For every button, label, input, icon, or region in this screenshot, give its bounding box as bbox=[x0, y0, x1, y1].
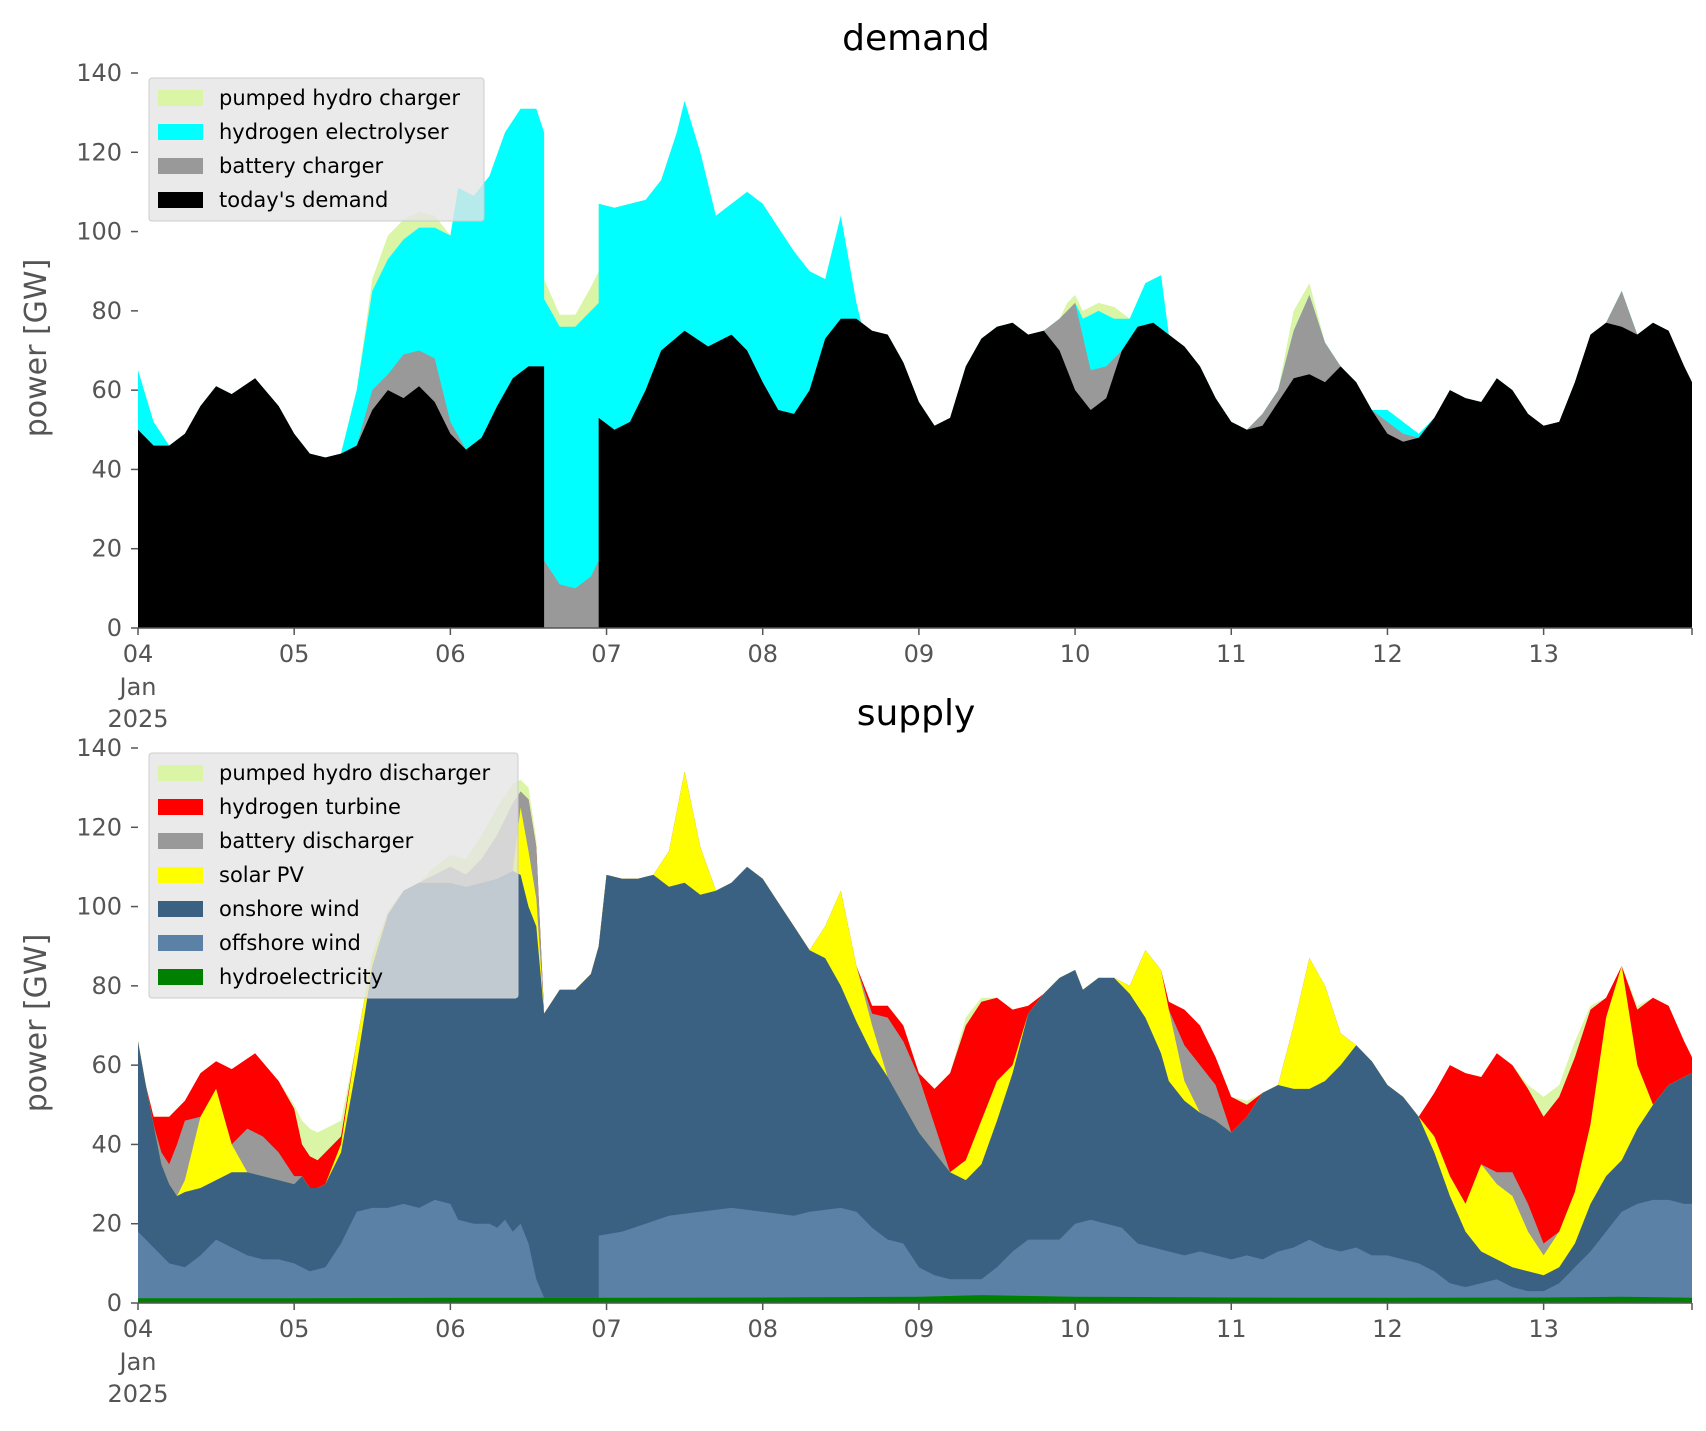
x-tick-month-label: Jan bbox=[118, 1348, 157, 1376]
x-tick-label: 05 bbox=[279, 1315, 310, 1343]
legend-item-hydrogen-electrolyser: hydrogen electrolyser bbox=[158, 120, 449, 144]
legend-item-battery-discharger: battery discharger bbox=[158, 829, 414, 853]
legend-item-onshore-wind: onshore wind bbox=[158, 897, 360, 921]
y-tick-label: 40 bbox=[91, 1130, 122, 1158]
y-tick-label: 0 bbox=[107, 614, 122, 642]
legend-item-hydroelectricity: hydroelectricity bbox=[158, 965, 383, 989]
x-tick-label: 13 bbox=[1528, 1315, 1559, 1343]
legend-label: pumped hydro discharger bbox=[219, 761, 490, 785]
legend-item-pumped-hydro-charger: pumped hydro charger bbox=[158, 86, 460, 110]
demand-chart: demand power [GW] 04 Jan 2025 05 06 07 08 09 10 1… bbox=[19, 18, 1693, 733]
legend-swatch bbox=[158, 124, 203, 140]
x-tick-label: 07 bbox=[591, 1315, 622, 1343]
legend-box bbox=[148, 752, 519, 999]
x-tick-label: 12 bbox=[1372, 1315, 1403, 1343]
axes: 04 Jan 2025 05 06 07 08 09 10 11 12 13 0 20 40 60 80 100 1… bbox=[76, 59, 1693, 733]
y-tick-label: 0 bbox=[107, 1289, 122, 1317]
legend-swatch bbox=[158, 901, 203, 917]
legend-item-battery-charger: battery charger bbox=[158, 154, 384, 178]
y-tick-label: 120 bbox=[76, 813, 122, 841]
x-tick-label: 04 bbox=[123, 1315, 154, 1343]
x-tick-year-label: 2025 bbox=[107, 705, 168, 733]
supply-chart: supply power [GW] 04 Jan 2025 05 06 07 08 09 10 1… bbox=[19, 693, 1693, 1408]
legend: pumped hydro discharger hydrogen turbine b… bbox=[148, 752, 519, 999]
x-tick-year-label: 2025 bbox=[107, 1380, 168, 1408]
chart-title: demand bbox=[842, 18, 990, 59]
area-offshore-wind bbox=[138, 1199, 1692, 1303]
legend-swatch bbox=[158, 192, 203, 208]
y-tick-label: 140 bbox=[76, 734, 122, 762]
x-tick-label: 10 bbox=[1060, 640, 1091, 668]
y-tick-label: 100 bbox=[76, 218, 122, 246]
legend-item-offshore-wind: offshore wind bbox=[158, 931, 361, 955]
legend-swatch bbox=[158, 935, 203, 951]
y-tick-label: 20 bbox=[91, 535, 122, 563]
x-tick-label: 11 bbox=[1216, 640, 1247, 668]
legend-swatch bbox=[158, 765, 203, 781]
legend-label: offshore wind bbox=[219, 931, 361, 955]
x-tick-label: 13 bbox=[1528, 640, 1559, 668]
legend-swatch bbox=[158, 158, 203, 174]
legend-label: onshore wind bbox=[219, 897, 360, 921]
x-tick-label: 08 bbox=[747, 640, 778, 668]
legend-swatch bbox=[158, 833, 203, 849]
y-tick-label: 60 bbox=[91, 376, 122, 404]
x-tick-label: 08 bbox=[747, 1315, 778, 1343]
legend-box bbox=[148, 77, 485, 222]
legend-swatch bbox=[158, 969, 203, 985]
legend-label: hydrogen electrolyser bbox=[219, 120, 449, 144]
legend-swatch bbox=[158, 867, 203, 883]
y-tick-label: 40 bbox=[91, 455, 122, 483]
area-series bbox=[138, 100, 1692, 629]
legend-swatch bbox=[158, 799, 203, 815]
x-tick-label: 05 bbox=[279, 640, 310, 668]
x-tick-label: 11 bbox=[1216, 1315, 1247, 1343]
y-tick-label: 80 bbox=[91, 297, 122, 325]
area-hydroelectricity bbox=[138, 1295, 1692, 1303]
axes: 04 Jan 2025 05 06 07 08 09 10 11 12 13 0 20 40 60 80 100 1… bbox=[76, 734, 1693, 1408]
y-axis-label: power [GW] bbox=[19, 259, 54, 438]
x-tick-month-label: Jan bbox=[118, 673, 157, 701]
x-tick-label: 12 bbox=[1372, 640, 1403, 668]
legend-label: battery charger bbox=[219, 154, 384, 178]
legend-label: hydroelectricity bbox=[219, 965, 383, 989]
y-axis-label: power [GW] bbox=[19, 934, 54, 1113]
legend-item-solar-pv: solar PV bbox=[158, 863, 304, 887]
x-tick-label: 06 bbox=[435, 1315, 466, 1343]
x-tick-label: 04 bbox=[123, 640, 154, 668]
legend-label: battery discharger bbox=[219, 829, 414, 853]
legend-item-pumped-hydro-discharger: pumped hydro discharger bbox=[158, 761, 490, 785]
y-tick-label: 100 bbox=[76, 893, 122, 921]
legend-label: hydrogen turbine bbox=[219, 795, 401, 819]
legend-label: today's demand bbox=[219, 188, 388, 212]
x-tick-label: 06 bbox=[435, 640, 466, 668]
area-series bbox=[138, 771, 1692, 1303]
x-tick-label: 09 bbox=[904, 640, 935, 668]
x-tick-label: 07 bbox=[591, 640, 622, 668]
legend-item-today-s-demand: today's demand bbox=[158, 188, 388, 212]
legend: pumped hydro charger hydrogen electrolyse… bbox=[148, 77, 485, 222]
x-tick-label: 10 bbox=[1060, 1315, 1091, 1343]
legend-item-hydrogen-turbine: hydrogen turbine bbox=[158, 795, 401, 819]
area-onshore-wind bbox=[138, 866, 1692, 1303]
area-today-s-demand bbox=[138, 318, 1692, 628]
legend-swatch bbox=[158, 90, 203, 106]
y-tick-label: 140 bbox=[76, 59, 122, 87]
y-tick-label: 60 bbox=[91, 1051, 122, 1079]
legend-label: solar PV bbox=[219, 863, 304, 887]
y-tick-label: 20 bbox=[91, 1210, 122, 1238]
x-tick-label: 09 bbox=[904, 1315, 935, 1343]
y-tick-label: 120 bbox=[76, 138, 122, 166]
y-tick-label: 80 bbox=[91, 972, 122, 1000]
legend-label: pumped hydro charger bbox=[219, 86, 460, 110]
chart-title: supply bbox=[857, 693, 976, 734]
